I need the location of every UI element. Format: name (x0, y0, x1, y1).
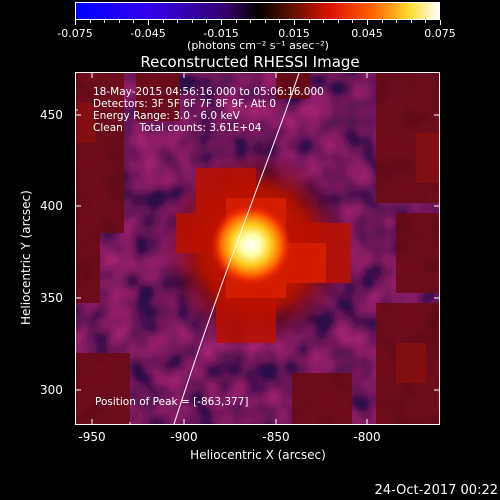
colorbar-tick-mark (265, 20, 266, 23)
colorbar-tick-label: 0.075 (424, 27, 456, 40)
annotation-detectors: Detectors: 3F 5F 6F 7F 8F 9F, Att 0 (93, 98, 277, 110)
colorbar-tick-mark (148, 20, 149, 25)
x-tick-label: -950 (78, 430, 106, 444)
colorbar-tick-mark (425, 20, 426, 23)
colorbar-tick-mark (163, 20, 164, 23)
colorbar-tick-mark (309, 20, 310, 23)
colorbar-tick-mark (250, 20, 251, 23)
colorbar-tick-mark (396, 20, 397, 23)
colorbar-tick-mark (338, 20, 339, 23)
annotation-counts: Clean Total counts: 3.61E+04 (93, 122, 262, 134)
date-stamp: 24-Oct-2017 00:22 (374, 483, 498, 498)
annotation-energy: Energy Range: 3.0 - 6.0 keV (93, 110, 240, 122)
y-tick-label: 300 (40, 383, 63, 397)
colorbar-tick-mark (206, 20, 207, 23)
colorbar-tick-mark (279, 20, 280, 23)
colorbar-tick-mark (382, 20, 383, 23)
colorbar-tick-mark (221, 20, 222, 25)
colorbar-tick-mark (192, 20, 193, 23)
solar-limb-line (173, 73, 300, 424)
x-tick-label: -900 (170, 430, 198, 444)
rhessi-image (76, 73, 439, 424)
colorbar-tick-label: 0.045 (351, 27, 383, 40)
colorbar-units: (photons cm⁻² s⁻¹ asec⁻²) (187, 39, 329, 52)
colorbar-tick-label: -0.015 (203, 27, 239, 40)
y-tick-label: 350 (40, 291, 63, 305)
colorbar-tick-label: -0.045 (130, 27, 166, 40)
colorbar-tick-mark (119, 20, 120, 23)
colorbar (75, 2, 440, 20)
colorbar-tick-mark (177, 20, 178, 23)
colorbar-tick-mark (367, 20, 368, 25)
colorbar-tick-mark (133, 20, 134, 23)
x-tick-label: -850 (262, 430, 290, 444)
y-axis-title: Heliocentric Y (arcsec) (19, 190, 33, 325)
colorbar-tick-label: 0.015 (278, 27, 310, 40)
y-tick-label: 400 (40, 199, 63, 213)
y-tick-label: 450 (40, 108, 63, 122)
image-title: Reconstructed RHESSI Image (140, 53, 360, 71)
colorbar-tick-mark (294, 20, 295, 25)
annotation-peak: Position of Peak = [-863,377] (95, 396, 249, 408)
edge-emission (76, 73, 439, 424)
colorbar-tick-mark (411, 20, 412, 23)
colorbar-tick-mark (440, 20, 441, 25)
colorbar-gradient (76, 3, 439, 19)
image-plot: 18-May-2015 04:56:16.000 to 05:06:16.000… (75, 72, 440, 425)
colorbar-tick-mark (236, 20, 237, 23)
x-tick-label: -800 (353, 430, 381, 444)
x-axis-title: Heliocentric X (arcsec) (190, 448, 326, 462)
annotation-time: 18-May-2015 04:56:16.000 to 05:06:16.000 (93, 86, 324, 98)
colorbar-tick-mark (323, 20, 324, 23)
peak-source (211, 205, 291, 285)
colorbar-tick-mark (75, 20, 76, 25)
colorbar-tick-mark (90, 20, 91, 23)
colorbar-tick-label: -0.075 (57, 27, 93, 40)
colorbar-tick-mark (104, 20, 105, 23)
colorbar-tick-mark (352, 20, 353, 23)
